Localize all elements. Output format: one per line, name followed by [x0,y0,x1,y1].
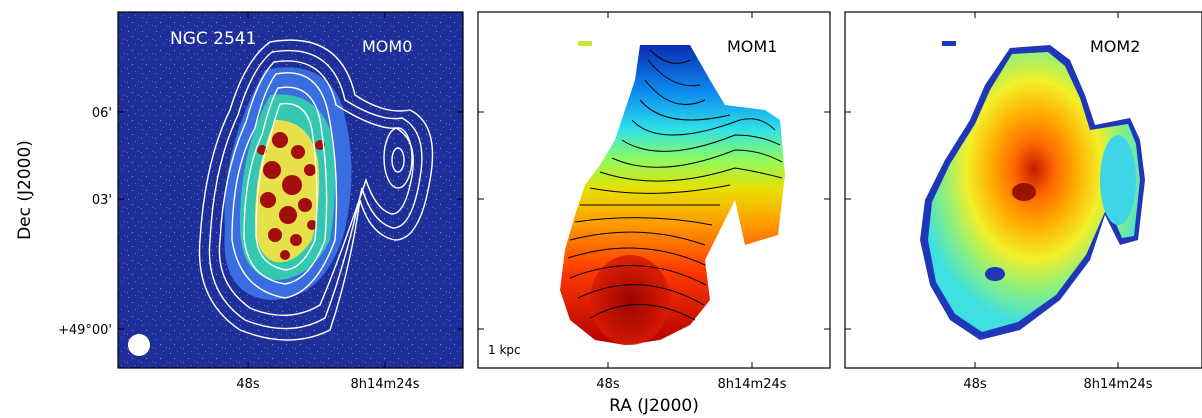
mom0-contours [198,39,434,341]
x-tick-24s-p2: 8h14m24s [717,377,786,392]
x-axis-label: RA (J2000) [609,396,699,416]
beam-ellipse [128,334,150,356]
mom1-isovelocity-contours [567,49,783,321]
mom1-marker [578,41,592,46]
mom0-label: MOM0 [362,37,412,56]
mom0-red-clumps [257,132,325,260]
y-axis-label: Dec (J2000) [15,140,35,240]
x-tick-24s-p3: 8h14m24s [1083,377,1152,392]
panel-mom2: MOM2 [844,11,1202,369]
x-tick-24s-p1: 8h14m24s [350,377,419,392]
mom2-dispersion-map [920,45,1145,340]
mom1-velocity-map [560,45,785,345]
x-tick-labels: 48s 8h14m24s 48s 8h14m24s 48s 8h14m24s [236,377,1152,392]
x-tick-48s-p3: 48s [963,377,987,392]
tick-marks [118,12,1119,368]
mom2-label: MOM2 [1090,37,1140,56]
x-tick-48s-p2: 48s [596,377,620,392]
y-tick-03: 03' [92,193,112,208]
mom0-frame [117,11,464,369]
scale-bar-label: 1 kpc [488,343,521,357]
mom2-frame [844,11,1202,369]
mom1-label: MOM1 [727,37,777,56]
mom0-galaxy-map [128,39,434,356]
x-tick-48s-p1: 48s [236,377,260,392]
panel-mom0: NGC 2541 MOM0 [117,11,464,369]
y-tick-06: 06' [92,106,112,121]
mom1-frame [477,11,831,369]
y-tick-00: +49°00' [58,323,112,338]
object-label: NGC 2541 [170,29,256,49]
panel-mom1: MOM1 1 kpc [477,11,831,369]
mom2-marker [942,41,956,46]
y-tick-labels: 06' 03' +49°00' [58,106,112,338]
